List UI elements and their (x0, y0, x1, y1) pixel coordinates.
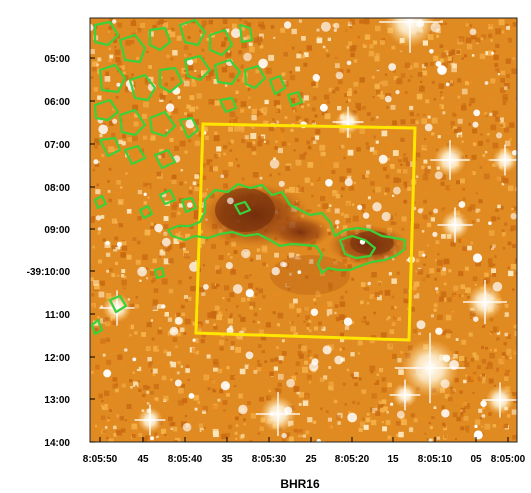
sky-image (90, 18, 517, 442)
y-tick-label: -39:10:00 (27, 267, 71, 278)
x-tick-label: 8:05:20 (335, 454, 370, 465)
y-tick-label: 09:00 (44, 225, 70, 236)
yellow-box (194, 122, 417, 342)
x-tick-label: 8:05:50 (83, 454, 118, 465)
y-axis: 05:00 06:00 07:00 08:00 09:00 -39:10:00 11:00 1… (27, 54, 95, 449)
x-tick-label: 8:05:30 (252, 454, 287, 465)
y-tick-label: 14:00 (44, 438, 70, 449)
x-axis-title: BHR16 (280, 477, 320, 491)
y-tick-label: 13:00 (44, 395, 70, 406)
y-tick-label: 06:00 (44, 97, 70, 108)
x-tick-label: 8:05:00 (491, 454, 526, 465)
y-tick-label: 07:00 (44, 140, 70, 151)
y-tick-label: 05:00 (44, 54, 70, 65)
y-tick-label: 12:00 (44, 353, 70, 364)
y-tick-label: 08:00 (44, 183, 70, 194)
y-tick-label: 11:00 (45, 310, 70, 321)
x-tick-label: 25 (305, 454, 317, 465)
x-tick-label: 05 (470, 454, 482, 465)
x-tick-label: 8:05:40 (168, 454, 203, 465)
green-contours (90, 18, 407, 336)
bright-stars (90, 18, 517, 442)
x-tick-label: 8:05:10 (418, 454, 453, 465)
x-tick-label: 15 (387, 454, 399, 465)
x-axis: 8:05:50 45 8:05:40 35 8:05:30 25 8:05:20 15 8:05… (83, 437, 526, 465)
x-tick-label: 35 (221, 454, 233, 465)
plot-frame (89, 17, 518, 443)
x-tick-label: 45 (137, 454, 149, 465)
